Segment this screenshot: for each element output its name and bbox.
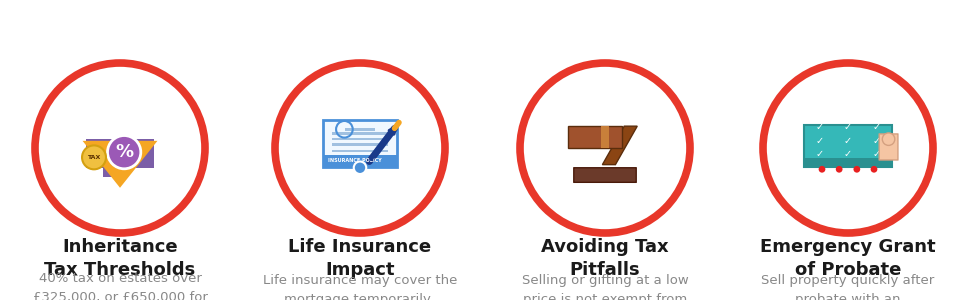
FancyBboxPatch shape bbox=[323, 120, 397, 167]
Text: ✓: ✓ bbox=[815, 136, 823, 146]
FancyBboxPatch shape bbox=[345, 128, 375, 131]
Circle shape bbox=[522, 66, 686, 230]
Text: ✓: ✓ bbox=[843, 122, 851, 132]
Polygon shape bbox=[602, 126, 637, 165]
Circle shape bbox=[870, 166, 877, 172]
Text: %: % bbox=[115, 143, 133, 161]
FancyBboxPatch shape bbox=[878, 134, 897, 160]
Text: Life Insurance
Impact: Life Insurance Impact bbox=[288, 238, 431, 279]
Polygon shape bbox=[82, 141, 157, 188]
Text: Emergency Grant
of Probate: Emergency Grant of Probate bbox=[760, 238, 935, 279]
Circle shape bbox=[835, 166, 842, 172]
FancyBboxPatch shape bbox=[86, 140, 154, 168]
Text: Life insurance may cover the
mortgage temporarily,
affecting tax calculations: Life insurance may cover the mortgage te… bbox=[263, 274, 456, 300]
Text: ✓: ✓ bbox=[872, 136, 880, 146]
Circle shape bbox=[853, 166, 860, 172]
Text: ✓: ✓ bbox=[872, 149, 880, 159]
FancyBboxPatch shape bbox=[803, 124, 891, 167]
FancyBboxPatch shape bbox=[331, 143, 388, 146]
FancyBboxPatch shape bbox=[331, 150, 388, 152]
Text: TAX: TAX bbox=[87, 155, 101, 160]
Text: 40% tax on estates over
£325,000, or £650,000 for
married couples/civil
partners: 40% tax on estates over £325,000, or £65… bbox=[33, 272, 207, 300]
Polygon shape bbox=[600, 126, 609, 148]
Circle shape bbox=[278, 66, 442, 230]
Text: Selling or gifting at a low
price is not exempt from
inheritance tax: Selling or gifting at a low price is not… bbox=[521, 274, 688, 300]
Circle shape bbox=[882, 133, 893, 146]
Text: Sell property quickly after
probate with an
emergency grant: Sell property quickly after probate with… bbox=[761, 274, 934, 300]
FancyBboxPatch shape bbox=[574, 168, 636, 182]
Circle shape bbox=[108, 136, 141, 169]
FancyBboxPatch shape bbox=[331, 132, 388, 135]
Text: ✓: ✓ bbox=[843, 136, 851, 146]
Polygon shape bbox=[567, 126, 621, 148]
Circle shape bbox=[766, 66, 929, 230]
Circle shape bbox=[818, 166, 825, 172]
FancyBboxPatch shape bbox=[323, 155, 397, 167]
Text: ✓: ✓ bbox=[843, 149, 851, 159]
Text: ✓: ✓ bbox=[872, 122, 880, 132]
Text: ✓: ✓ bbox=[815, 122, 823, 132]
Text: Avoiding Tax
Pitfalls: Avoiding Tax Pitfalls bbox=[541, 238, 668, 279]
FancyBboxPatch shape bbox=[803, 158, 891, 167]
FancyBboxPatch shape bbox=[331, 138, 388, 140]
FancyBboxPatch shape bbox=[103, 164, 112, 177]
Text: Inheritance
Tax Thresholds: Inheritance Tax Thresholds bbox=[45, 238, 196, 279]
Text: INSURANCE POLICY: INSURANCE POLICY bbox=[328, 158, 381, 164]
Circle shape bbox=[38, 66, 202, 230]
Circle shape bbox=[354, 161, 366, 174]
Text: ✓: ✓ bbox=[815, 149, 823, 159]
Circle shape bbox=[82, 146, 106, 169]
